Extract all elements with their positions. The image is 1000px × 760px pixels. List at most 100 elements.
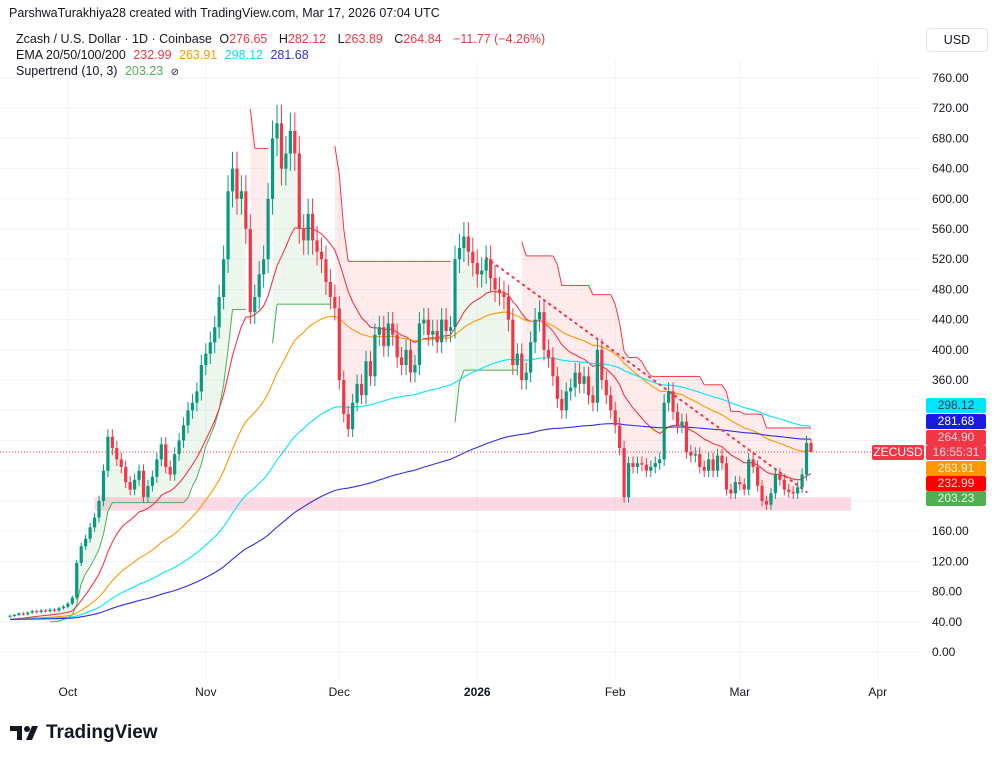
candle-body bbox=[306, 213, 310, 241]
candle-body bbox=[159, 444, 163, 460]
ema20-value: 232.99 bbox=[133, 48, 172, 62]
supertrend-fill bbox=[673, 376, 678, 419]
candle-body bbox=[493, 278, 497, 290]
y-tick-label: 680.00 bbox=[932, 131, 969, 145]
supertrend-fill bbox=[628, 357, 633, 481]
y-tick-label: 520.00 bbox=[932, 252, 969, 266]
candle-body bbox=[30, 611, 34, 613]
supertrend-legend[interactable]: Supertrend (10, 3) 203.23 ⊘ bbox=[16, 63, 549, 81]
supertrend-line-segment bbox=[200, 446, 207, 465]
candle-body bbox=[555, 376, 559, 399]
supertrend-fill bbox=[388, 261, 393, 335]
candle-body bbox=[809, 443, 813, 452]
candle-body bbox=[444, 319, 448, 331]
last-price-tag: 264.90 bbox=[926, 430, 986, 445]
candle-body bbox=[658, 459, 662, 464]
supertrend-fill bbox=[192, 397, 197, 487]
supertrend-line-segment bbox=[227, 309, 233, 350]
y-tick-label: 640.00 bbox=[932, 162, 969, 176]
candle-body bbox=[457, 247, 462, 260]
supertrend-line-segment bbox=[721, 384, 727, 393]
candle-body bbox=[368, 361, 373, 377]
x-tick-label: Oct bbox=[59, 685, 78, 699]
candle-body bbox=[279, 123, 284, 169]
y-tick-label: 760.00 bbox=[932, 71, 969, 85]
supertrend-fill bbox=[588, 285, 593, 399]
candle-body bbox=[155, 459, 159, 477]
candle-body bbox=[8, 615, 12, 617]
candle-body bbox=[106, 436, 110, 471]
candle-body bbox=[101, 470, 106, 501]
supertrend-fill bbox=[361, 261, 366, 390]
candle-body bbox=[293, 130, 297, 154]
candle-body bbox=[61, 606, 65, 609]
candle-body bbox=[404, 349, 408, 365]
supertrend-fill bbox=[793, 427, 798, 493]
supertrend-fill bbox=[210, 334, 215, 437]
candle-body bbox=[680, 421, 684, 426]
candle-body bbox=[311, 213, 315, 241]
candle-body bbox=[742, 484, 746, 490]
eye-off-icon[interactable]: ⊘ bbox=[170, 67, 180, 78]
candle-body bbox=[35, 611, 39, 613]
candle-body bbox=[764, 500, 769, 505]
ema100-line bbox=[9, 357, 812, 620]
supertrend-fill bbox=[486, 264, 491, 371]
candle-body bbox=[435, 330, 439, 343]
candle-body bbox=[57, 608, 61, 611]
supertrend-fill bbox=[575, 285, 580, 381]
candle-body bbox=[506, 297, 510, 320]
supertrend-fill bbox=[784, 427, 789, 491]
supertrend-fill bbox=[704, 384, 709, 469]
candle-body bbox=[796, 487, 800, 494]
candle-body bbox=[128, 482, 132, 490]
candle-body bbox=[346, 414, 350, 430]
supertrend-fill bbox=[303, 227, 309, 305]
candle-body bbox=[164, 444, 168, 467]
supertrend-fill bbox=[406, 261, 411, 362]
supertrend-fill bbox=[557, 264, 562, 405]
supertrend-fill bbox=[490, 268, 496, 371]
supertrend-line-segment bbox=[85, 566, 91, 574]
supertrend-fill bbox=[690, 376, 696, 455]
candle-body bbox=[595, 349, 599, 403]
symbol-legend[interactable]: Zcash / U.S. Dollar · 1D · Coinbase O276… bbox=[16, 31, 549, 47]
supertrend-fill bbox=[379, 261, 384, 337]
candle-body bbox=[173, 454, 177, 475]
candle-body bbox=[84, 538, 88, 547]
supertrend-fill bbox=[472, 257, 478, 371]
candle-body bbox=[667, 391, 671, 403]
candle-body bbox=[773, 474, 777, 494]
close-label: C bbox=[394, 32, 404, 46]
supertrend-fill bbox=[401, 261, 407, 362]
low-label: L bbox=[337, 32, 345, 46]
candle-body bbox=[124, 466, 128, 483]
tradingview-logo[interactable]: TradingView bbox=[10, 722, 158, 744]
candle-body bbox=[213, 327, 217, 343]
y-tick-label: 120.00 bbox=[932, 554, 969, 568]
currency-button[interactable]: USD bbox=[926, 28, 988, 52]
ohlc-close: C264.84 bbox=[394, 32, 445, 46]
candle-body bbox=[760, 485, 764, 501]
y-tick-label: 600.00 bbox=[932, 192, 969, 206]
candle-body bbox=[262, 259, 266, 275]
close-value: 264.84 bbox=[403, 32, 442, 46]
supertrend-line-segment bbox=[183, 497, 189, 503]
candle-body bbox=[733, 482, 737, 494]
candle-body bbox=[52, 609, 57, 611]
y-tick-label: 480.00 bbox=[932, 282, 969, 296]
candle-body bbox=[257, 274, 261, 298]
supertrend-line-segment bbox=[458, 369, 465, 383]
supertrend-fill bbox=[147, 481, 153, 503]
ema-legend[interactable]: EMA 20/50/100/200 232.99 263.91 298.12 2… bbox=[16, 47, 549, 63]
ema-label: EMA 20/50/100/200 bbox=[16, 48, 126, 62]
candle-body bbox=[769, 493, 773, 505]
candle-body bbox=[275, 123, 279, 139]
supertrend-line-segment bbox=[187, 486, 193, 499]
x-tick-label: 2026 bbox=[464, 685, 491, 699]
supertrend-line-segment bbox=[699, 376, 705, 386]
supertrend-fill bbox=[366, 261, 371, 379]
candle-body bbox=[386, 323, 390, 347]
candle-body bbox=[230, 168, 235, 192]
